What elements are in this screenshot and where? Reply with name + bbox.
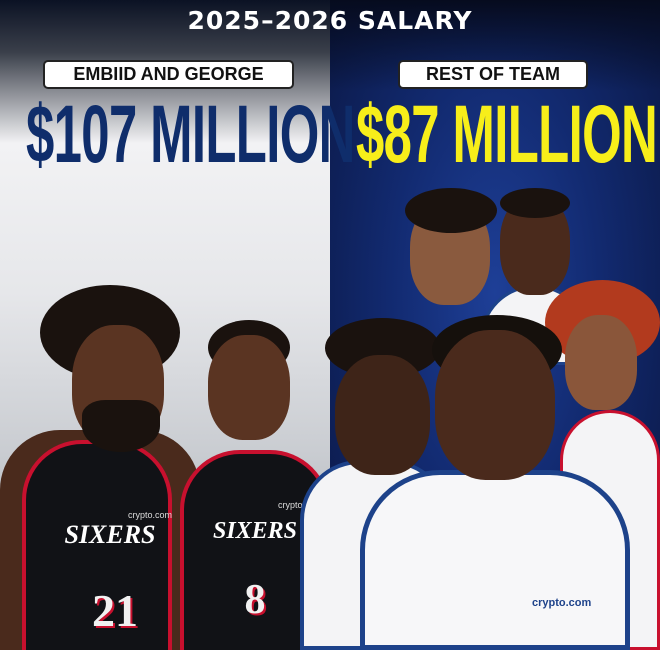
jersey-team-text: SIXERS (64, 520, 156, 549)
right-amount: $87 MILLION (356, 89, 658, 180)
jersey-number: 21 (92, 585, 138, 636)
left-amount: $107 MILLION (26, 89, 355, 180)
sponsor-text: crypto.com (532, 597, 592, 609)
right-label: REST OF TEAM (398, 60, 588, 89)
jersey-number: 8 (244, 577, 266, 623)
left-label: EMBIID AND GEORGE (43, 60, 294, 89)
sponsor-text: crypto.com (128, 510, 173, 520)
graphic-title: 2025–2026 SALARY (187, 6, 473, 35)
jersey-team-text: SIXERS (212, 518, 298, 544)
sponsor-text: crypto.com (278, 500, 323, 510)
